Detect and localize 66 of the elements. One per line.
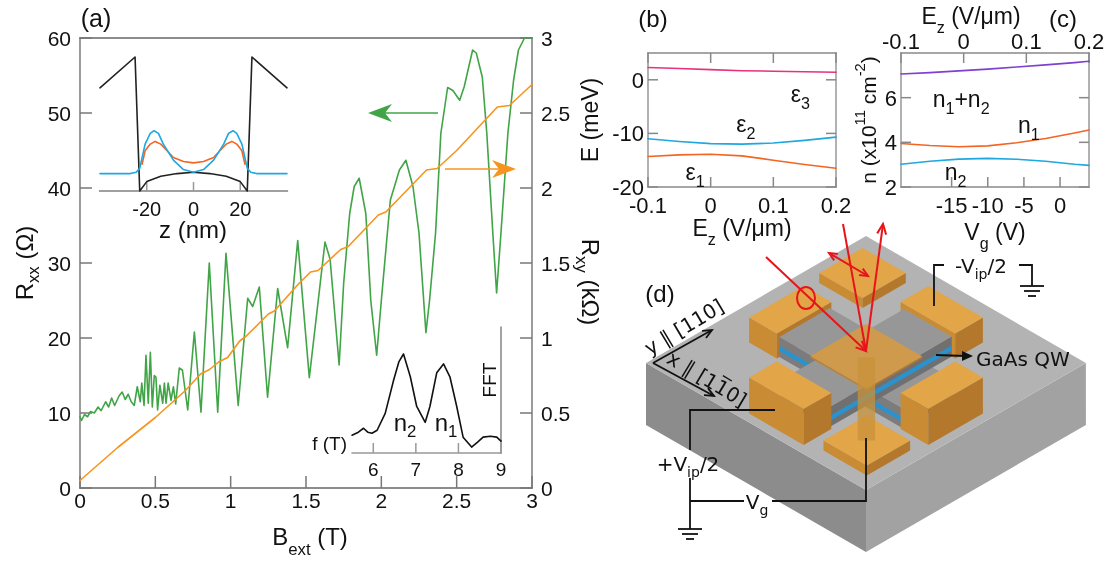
y-tick-label: 4 (884, 129, 897, 155)
chart-title: (c) (1049, 5, 1077, 32)
y2-tick-label: 2 (541, 176, 553, 200)
x-tick-label: 8 (453, 459, 464, 480)
line-series (79, 83, 533, 482)
x-axis-title: f (T) (312, 433, 347, 454)
line-series (900, 157, 1090, 167)
x-tick-label: 7 (410, 459, 422, 480)
x-tick-label: -15 (935, 193, 968, 218)
x-tick-label: 6 (368, 459, 379, 480)
x2-tick-label: 0 (957, 29, 970, 54)
series-label: ε$_{1}$ (685, 158, 705, 190)
y-tick-label: 50 (47, 101, 71, 125)
series-label: n$_{2}$ (944, 159, 967, 191)
x-tick-label: 1 (224, 489, 237, 512)
y-tick-label: 30 (47, 251, 71, 275)
x-tick-label: -10 (971, 193, 1004, 218)
text: (d) (645, 279, 675, 307)
y-tick-label: 10 (47, 401, 71, 425)
series-label: ε$_{3}$ (790, 80, 810, 112)
x-tick-label: 0.1 (758, 193, 789, 218)
x-axis-title: B$_{ext}$ (T) (272, 523, 348, 559)
x2-tick-label: 0.1 (1011, 29, 1042, 54)
y-tick-label: 20 (47, 326, 71, 350)
y2-tick-label: 2.5 (541, 101, 571, 125)
x-tick-label: -5 (1014, 193, 1034, 218)
x-tick-label: 0 (704, 193, 717, 218)
y-tick-label: 40 (47, 176, 71, 200)
x2-tick-label: 0.2 (1073, 29, 1105, 54)
y-axis-title: E (meV) (577, 77, 603, 163)
x-tick-label: 2.5 (442, 489, 472, 512)
y2-tick-label: 1 (541, 326, 553, 350)
x-tick-label: 20 (229, 198, 252, 220)
y-axis-title: FFT (478, 362, 500, 398)
x-tick-label: -20 (132, 198, 162, 220)
x-tick-label: 3 (526, 489, 538, 512)
text: +V$_{ip}$/2 (656, 452, 720, 480)
text: -V$_{ip}$/2 (955, 254, 1007, 282)
annotation: n$_{1}$ (434, 408, 458, 441)
x-tick-label: 9 (495, 459, 507, 480)
annotation: n$_{2}$ (393, 408, 417, 441)
y-tick-label: 6 (884, 85, 897, 111)
series-label: ε$_{2}$ (736, 110, 756, 142)
y-tick-label: 0 (631, 67, 644, 93)
y2-tick-label: 0.5 (541, 401, 571, 425)
chart-title: (b) (638, 5, 668, 32)
series-label: n$_{1}$ (1017, 112, 1040, 143)
series-label: n$_{1}$+n$_{2}$ (932, 85, 990, 117)
y-tick-label: 2 (884, 174, 897, 200)
y2-tick-label: 3 (541, 26, 553, 50)
y-tick-label: 60 (47, 26, 71, 50)
y-tick-label: -10 (612, 120, 644, 146)
x-tick-label: 0.5 (140, 489, 170, 512)
chart-title: (a) (80, 4, 112, 32)
text: GaAs QW (976, 347, 1070, 371)
line-series (900, 60, 1090, 75)
y2-tick-label: 1.5 (541, 251, 571, 275)
x-tick-label: 0 (1053, 193, 1067, 218)
text: V$_{g}$ (745, 490, 769, 518)
x2-tick-label: -0.1 (882, 29, 920, 54)
x-tick-label: 0.2 (820, 193, 852, 218)
x-axis-title: E$_{z}$ (V/μm) (692, 215, 792, 248)
x-tick-label: 2 (375, 489, 388, 512)
x-axis-title: V$_{g}$ (V) (964, 219, 1026, 252)
x-tick-label: 0 (74, 489, 86, 512)
x-tick-label: 1.5 (291, 489, 321, 512)
